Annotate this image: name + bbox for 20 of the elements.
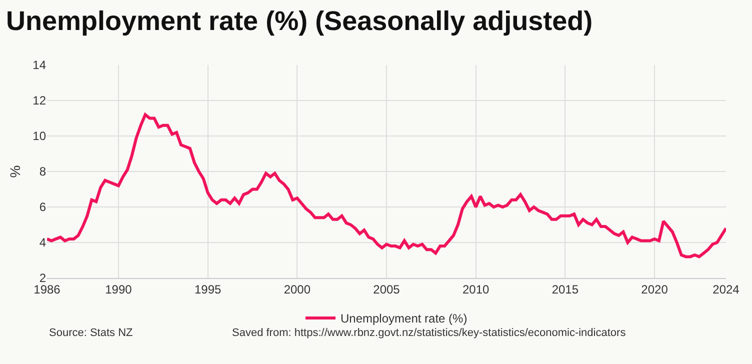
x-tick-label: 2000 — [284, 282, 311, 296]
y-tick-label: 8 — [39, 164, 46, 179]
chart-title: Unemployment rate (%) (Seasonally adjusted) — [6, 6, 593, 36]
y-tick-label: 6 — [39, 200, 46, 214]
x-tick-label: 2020 — [641, 282, 668, 296]
x-tick-label: 2024 — [712, 282, 740, 296]
y-tick-label: 12 — [32, 94, 46, 108]
x-tick-label: 2015 — [552, 282, 579, 296]
y-tick-label: 10 — [32, 129, 46, 144]
y-axis-title: % — [7, 165, 24, 178]
x-tick-label: 2010 — [462, 282, 490, 296]
y-tick-label: 14 — [32, 58, 46, 72]
x-tick-label: 1995 — [194, 282, 222, 296]
x-tick-label: 1990 — [105, 282, 132, 296]
y-tick-label: 4 — [39, 236, 46, 250]
source-note: Source: Stats NZ — [49, 327, 134, 339]
line-series — [47, 113, 726, 258]
x-tick-label: 2005 — [373, 282, 400, 296]
legend-label: Unemployment rate (%) — [340, 312, 468, 326]
text: Saved from: https://www.rbnz.govt.nz/statistics/key-statistics/economic-indicators — [232, 327, 626, 339]
